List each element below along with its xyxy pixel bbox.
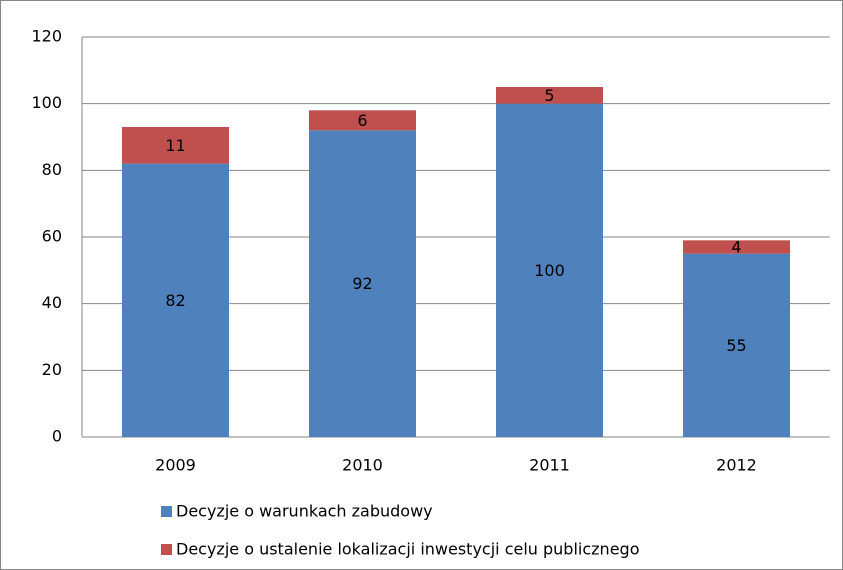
y-tick-label: 60: [42, 227, 62, 246]
x-tick-label: 2011: [529, 456, 570, 475]
bar-segment: [122, 163, 229, 437]
y-tick-label: 40: [42, 293, 62, 312]
bar-segment: [309, 130, 416, 438]
bar-segment: [496, 103, 603, 438]
data-label: 11: [165, 136, 185, 155]
x-tick-label: 2009: [155, 456, 196, 475]
data-label: 5: [544, 86, 554, 105]
y-tick-label: 80: [42, 160, 62, 179]
bar-segment: [122, 127, 229, 164]
legend-label: Decyzje o ustalenie lokalizacji inwestyc…: [176, 540, 639, 559]
legend-swatch: [161, 506, 172, 517]
data-label: 6: [357, 111, 367, 130]
bar-segment: [683, 253, 790, 437]
bar-segment: [309, 110, 416, 131]
x-tick-label: 2012: [716, 456, 757, 475]
data-label: 55: [726, 336, 746, 355]
y-tick-label: 120: [31, 27, 62, 46]
bar-segment: [683, 240, 790, 254]
y-tick-label: 0: [52, 427, 62, 446]
y-tick-label: 100: [31, 93, 62, 112]
legend-swatch: [161, 544, 172, 555]
x-tick-label: 2010: [342, 456, 383, 475]
data-label: 4: [731, 238, 741, 257]
data-label: 100: [534, 261, 565, 280]
legend-label: Decyzje o warunkach zabudowy: [176, 502, 433, 521]
data-label: 92: [352, 274, 372, 293]
data-label: 82: [165, 291, 185, 310]
bar-segment: [496, 87, 603, 104]
y-tick-label: 20: [42, 360, 62, 379]
